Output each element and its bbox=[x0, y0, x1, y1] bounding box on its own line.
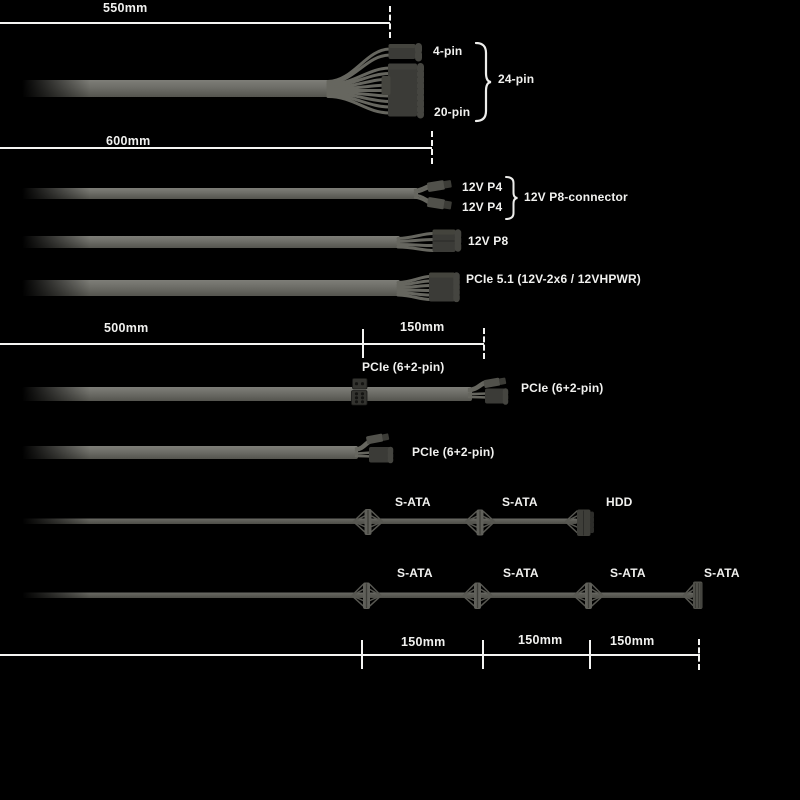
label-4pin: 4-pin bbox=[433, 44, 463, 58]
dimension-line-500-150 bbox=[0, 343, 484, 345]
dimension-tick-550 bbox=[389, 6, 391, 38]
label-12v-p4-top: 12V P4 bbox=[462, 180, 503, 194]
atx-24pin-cable bbox=[22, 43, 424, 119]
connector-sata-q1 bbox=[363, 582, 370, 609]
connector-sata-q2 bbox=[474, 582, 481, 609]
plug-pcie-sense bbox=[483, 377, 507, 388]
label-150mm-sata-2: 150mm bbox=[518, 633, 563, 647]
label-pcie-62-mid: PCIe (6+2-pin) bbox=[362, 360, 445, 374]
label-sata-2-1: S-ATA bbox=[397, 566, 433, 580]
sata-hdd-cable bbox=[22, 509, 594, 536]
label-sata-2-2: S-ATA bbox=[503, 566, 539, 580]
label-pcie-5-1: PCIe 5.1 (12V-2x6 / 12VHPWR) bbox=[466, 272, 641, 286]
dimension-tick-150 bbox=[483, 328, 485, 359]
sata-tick-2 bbox=[482, 640, 484, 669]
label-150mm-sata-1: 150mm bbox=[401, 635, 446, 649]
latch-tab bbox=[381, 76, 391, 95]
cpu-12v-p8-cable bbox=[22, 229, 462, 254]
label-sata-1-1: S-ATA bbox=[395, 495, 431, 509]
label-20pin: 20-pin bbox=[434, 105, 471, 119]
connector-pcie-single bbox=[369, 446, 394, 464]
curly-brace-p8-icon bbox=[505, 176, 518, 220]
connector-sata-2 bbox=[476, 509, 484, 536]
label-sata-2-3: S-ATA bbox=[610, 566, 646, 580]
connector-12v-p8 bbox=[432, 229, 462, 254]
dimension-line-550 bbox=[0, 22, 390, 24]
connector-12v-2x6 bbox=[429, 272, 460, 303]
connector-4pin bbox=[388, 43, 422, 62]
sata-tick-3 bbox=[589, 640, 591, 669]
label-600mm: 600mm bbox=[106, 134, 151, 148]
label-sata-2-4: S-ATA bbox=[704, 566, 740, 580]
connector-sata-q3 bbox=[585, 582, 592, 609]
label-pcie-62-end: PCIe (6+2-pin) bbox=[521, 381, 604, 395]
sata-quad-cable bbox=[22, 581, 703, 609]
plug-12v-p4-top bbox=[427, 180, 452, 192]
label-hdd: HDD bbox=[606, 495, 633, 509]
connector-20pin bbox=[381, 63, 424, 119]
label-150mm-pcie: 150mm bbox=[400, 320, 445, 334]
curly-brace-24pin-icon bbox=[474, 42, 492, 123]
dimension-tick-600 bbox=[431, 131, 433, 164]
dimension-tick-500 bbox=[362, 329, 364, 358]
connector-hdd-molex bbox=[577, 509, 594, 536]
cpu-12v-p4-split-cable bbox=[22, 180, 452, 210]
sata-tick-1 bbox=[361, 640, 363, 669]
label-12v-p8-group: 12V P8-connector bbox=[524, 190, 628, 204]
label-500mm: 500mm bbox=[104, 321, 149, 335]
plug-12v-p4-bottom bbox=[427, 197, 452, 210]
plug-pcie-sense-2 bbox=[366, 433, 390, 445]
connector-pcie-end bbox=[485, 388, 509, 405]
label-550mm: 550mm bbox=[103, 1, 148, 15]
pcie-5-1-cable bbox=[22, 272, 460, 303]
pcie-single-cable bbox=[22, 433, 394, 464]
connector-sata-q4 bbox=[693, 581, 703, 609]
label-24pin: 24-pin bbox=[498, 72, 535, 86]
pcie-dual-cable bbox=[22, 377, 509, 406]
dimension-line-sata bbox=[0, 654, 700, 656]
sata-tick-4 bbox=[698, 639, 700, 670]
label-sata-1-2: S-ATA bbox=[502, 495, 538, 509]
label-pcie-62-single: PCIe (6+2-pin) bbox=[412, 445, 495, 459]
label-150mm-sata-3: 150mm bbox=[610, 634, 655, 648]
label-12v-p4-bottom: 12V P4 bbox=[462, 200, 503, 214]
label-12v-p8: 12V P8 bbox=[468, 234, 509, 248]
dimension-line-600 bbox=[0, 147, 432, 149]
connector-pcie-mid bbox=[351, 378, 368, 406]
connector-sata-1 bbox=[364, 509, 372, 535]
